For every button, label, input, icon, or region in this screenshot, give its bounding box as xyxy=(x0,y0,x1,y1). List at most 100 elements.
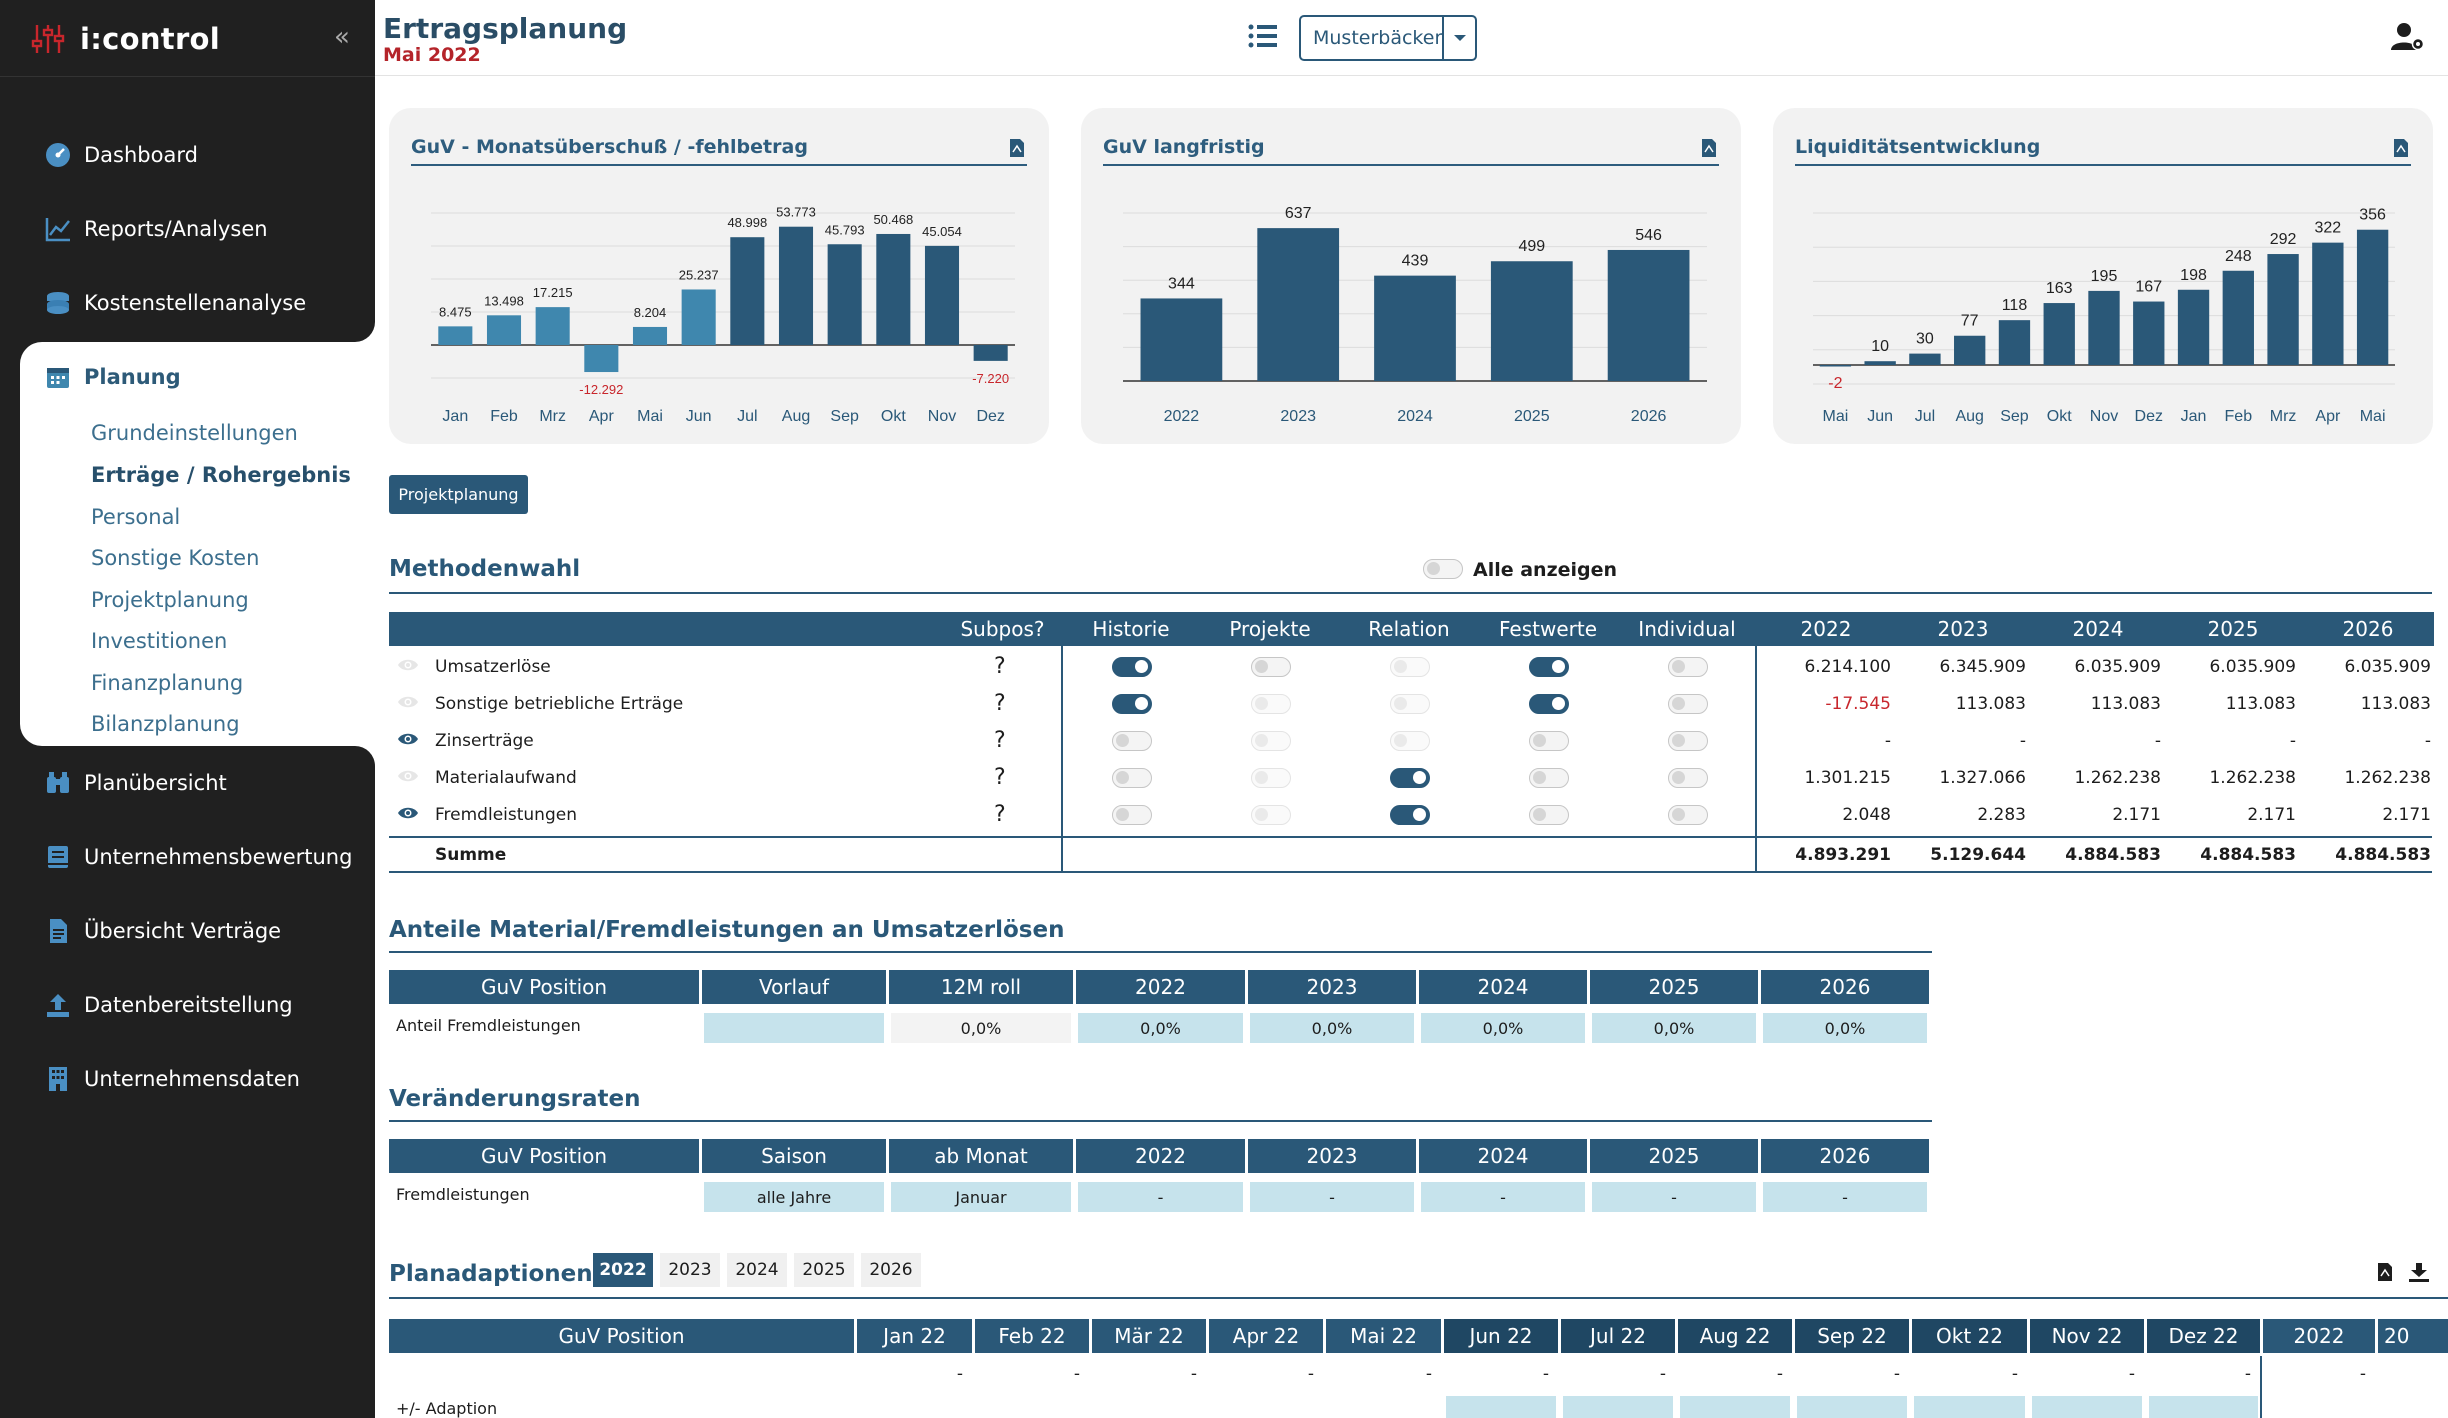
adaption-input[interactable] xyxy=(1914,1396,2025,1418)
year-tab-2026[interactable]: 2026 xyxy=(861,1253,921,1287)
sidebar-item-planuebersicht[interactable]: Planübersicht xyxy=(0,746,375,820)
company-select[interactable]: Musterbäcker xyxy=(1299,15,1477,61)
subnav-investitionen[interactable]: Investitionen xyxy=(91,629,228,653)
value-cell[interactable]: 0,0% xyxy=(1250,1013,1414,1043)
method-toggle[interactable] xyxy=(1390,805,1430,825)
method-toggle[interactable] xyxy=(1529,805,1569,825)
method-toggle[interactable] xyxy=(1668,731,1708,751)
method-toggle[interactable] xyxy=(1529,768,1569,788)
value-cell[interactable]: 0,0% xyxy=(1078,1013,1243,1043)
double-chevron-left-icon[interactable]: « xyxy=(334,22,350,52)
adaption-input[interactable] xyxy=(1797,1396,1907,1418)
data-label: 546 xyxy=(1635,227,1662,244)
method-toggle[interactable] xyxy=(1390,731,1430,751)
adaption-input[interactable] xyxy=(2032,1396,2142,1418)
method-toggle[interactable] xyxy=(1668,768,1708,788)
method-toggle[interactable] xyxy=(1251,731,1291,751)
subpos-question[interactable]: ? xyxy=(994,654,1006,679)
data-label: 344 xyxy=(1168,275,1195,292)
tick-label: Feb xyxy=(2225,408,2253,425)
value-cell[interactable]: - xyxy=(1763,1182,1927,1212)
pdf-icon[interactable] xyxy=(2393,138,2409,162)
method-toggle[interactable] xyxy=(1112,731,1152,751)
user-settings-icon[interactable] xyxy=(2391,22,2425,56)
value-cell[interactable]: 0,0% xyxy=(1763,1013,1927,1043)
subnav-projektplanung[interactable]: Projektplanung xyxy=(91,588,249,612)
value-cell[interactable] xyxy=(704,1013,884,1043)
subnav-grundeinstellungen[interactable]: Grundeinstellungen xyxy=(91,421,298,445)
method-toggle[interactable] xyxy=(1112,694,1152,714)
value-cell[interactable]: 0,0% xyxy=(1421,1013,1585,1043)
method-toggle[interactable] xyxy=(1251,657,1291,677)
value-cell: 113.083 xyxy=(1955,694,2026,714)
method-toggle[interactable] xyxy=(1390,694,1430,714)
eye-icon-faint[interactable] xyxy=(397,694,419,710)
sidebar-item-reports[interactable]: Reports/Analysen xyxy=(0,192,375,266)
year-tab-2024[interactable]: 2024 xyxy=(727,1253,787,1287)
eye-icon-faint[interactable] xyxy=(397,768,419,784)
subpos-question[interactable]: ? xyxy=(994,765,1006,790)
value-cell[interactable]: 0,0% xyxy=(891,1013,1071,1043)
sidebar-item-vertraege[interactable]: Übersicht Verträge xyxy=(0,894,375,968)
subnav-bilanzplanung[interactable]: Bilanzplanung xyxy=(91,712,240,736)
sidebar-item-unternehmensbewertung[interactable]: Unternehmensbewertung xyxy=(0,820,375,894)
sidebar-item-kostenstellenanalyse[interactable]: Kostenstellenanalyse xyxy=(0,266,375,340)
subpos-question[interactable]: ? xyxy=(994,728,1006,753)
value-cell[interactable]: - xyxy=(1250,1182,1414,1212)
method-toggle[interactable] xyxy=(1251,694,1291,714)
adaption-input[interactable] xyxy=(1446,1396,1556,1418)
value-cell: - xyxy=(1776,1364,1783,1384)
value-cell: 2.171 xyxy=(2112,805,2161,825)
bar xyxy=(1954,335,1986,365)
method-toggle[interactable] xyxy=(1390,657,1430,677)
alle-anzeigen-toggle[interactable] xyxy=(1423,559,1463,579)
subpos-question[interactable]: ? xyxy=(994,802,1006,827)
method-toggle[interactable] xyxy=(1112,768,1152,788)
value-cell: 1.262.238 xyxy=(2344,768,2431,788)
adaption-input[interactable] xyxy=(1680,1396,1790,1418)
subnav-finanzplanung[interactable]: Finanzplanung xyxy=(91,671,244,695)
projektplanung-button[interactable]: Projektplanung xyxy=(389,475,528,514)
subnav-personal[interactable]: Personal xyxy=(91,505,181,529)
value-cell[interactable]: - xyxy=(1078,1182,1243,1212)
pdf-icon[interactable] xyxy=(2377,1262,2393,1286)
method-toggle[interactable] xyxy=(1112,657,1152,677)
method-toggle[interactable] xyxy=(1668,657,1708,677)
adaption-input[interactable] xyxy=(2149,1396,2258,1418)
value-cell[interactable]: 0,0% xyxy=(1592,1013,1756,1043)
list-icon[interactable] xyxy=(1248,22,1278,54)
method-toggle[interactable] xyxy=(1529,657,1569,677)
chevron-down-icon[interactable] xyxy=(1442,17,1475,59)
method-toggle[interactable] xyxy=(1112,805,1152,825)
sidebar-item-dashboard[interactable]: Dashboard xyxy=(0,118,375,192)
value-cell[interactable]: Januar xyxy=(891,1182,1071,1212)
pdf-icon[interactable] xyxy=(1009,138,1025,162)
method-toggle[interactable] xyxy=(1390,768,1430,788)
eye-icon-faint[interactable] xyxy=(397,657,419,673)
subpos-question[interactable]: ? xyxy=(994,691,1006,716)
column-header: 2025 xyxy=(1590,1139,1758,1173)
year-tab-2023[interactable]: 2023 xyxy=(660,1253,720,1287)
eye-icon[interactable] xyxy=(397,805,419,821)
method-toggle[interactable] xyxy=(1668,805,1708,825)
method-toggle[interactable] xyxy=(1529,731,1569,751)
value-cell[interactable]: - xyxy=(1421,1182,1585,1212)
app-logo[interactable]: i:control xyxy=(30,14,220,64)
pdf-icon[interactable] xyxy=(1701,138,1717,162)
value-cell[interactable]: - xyxy=(1592,1182,1756,1212)
eye-icon[interactable] xyxy=(397,731,419,747)
subnav-ertraege[interactable]: Erträge / Rohergebnis xyxy=(91,463,351,487)
sidebar-item-datenbereitstellung[interactable]: Datenbereitstellung xyxy=(0,968,375,1042)
subnav-sonstige-kosten[interactable]: Sonstige Kosten xyxy=(91,546,260,570)
adaption-input[interactable] xyxy=(1563,1396,1673,1418)
method-toggle[interactable] xyxy=(1251,768,1291,788)
sidebar-item-planung[interactable]: Planung xyxy=(0,340,375,414)
method-toggle[interactable] xyxy=(1251,805,1291,825)
download-icon[interactable] xyxy=(2408,1262,2430,1286)
value-cell[interactable]: alle Jahre xyxy=(704,1182,884,1212)
year-tab-2025[interactable]: 2025 xyxy=(794,1253,854,1287)
sidebar-item-unternehmensdaten[interactable]: Unternehmensdaten xyxy=(0,1042,375,1116)
year-tab-2022[interactable]: 2022 xyxy=(593,1253,653,1287)
method-toggle[interactable] xyxy=(1668,694,1708,714)
method-toggle[interactable] xyxy=(1529,694,1569,714)
